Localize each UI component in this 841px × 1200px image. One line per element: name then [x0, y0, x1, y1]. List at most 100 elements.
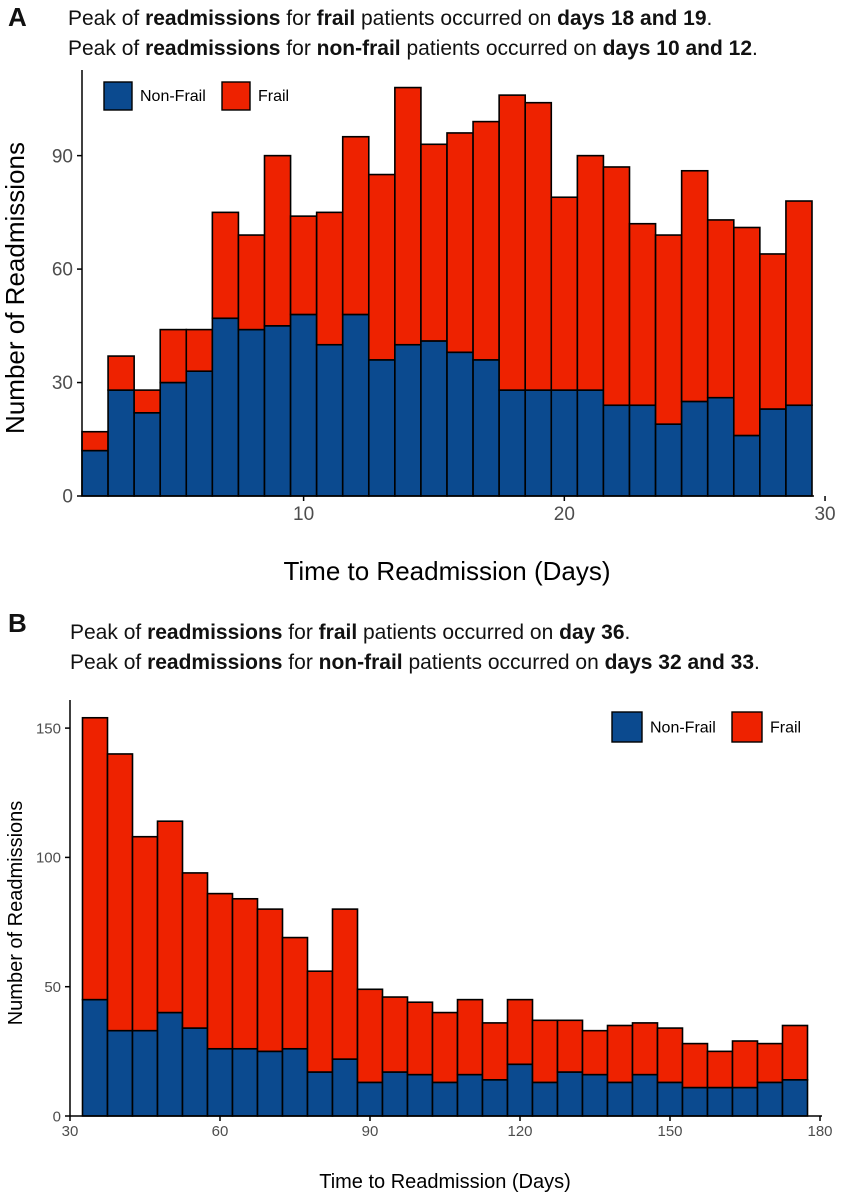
bar-non-frail-26: [706, 396, 735, 497]
y-tick-label: 90: [52, 146, 73, 167]
bar-non-frail-50: [156, 1011, 184, 1117]
bar-frail-170: [756, 1042, 784, 1084]
caption-segment: Peak of: [68, 37, 146, 60]
caption-segment: day 36: [559, 621, 625, 644]
bar-non-frail-90: [356, 1081, 384, 1117]
bar-frail-60: [206, 892, 234, 1050]
bar-frail-50: [156, 820, 184, 1014]
bar-non-frail-18: [498, 389, 527, 497]
caption-segment: readmissions: [145, 37, 281, 60]
legend: Non-Frail Frail: [611, 711, 801, 743]
panel-a-label: A: [8, 2, 27, 32]
x-tick-label: 20: [554, 504, 575, 525]
bar-frail-8: [237, 234, 266, 331]
bar-non-frail-140: [606, 1081, 634, 1117]
bar-frail-13: [367, 173, 396, 361]
bar-non-frail-2: [81, 449, 109, 497]
y-tick-label: 100: [36, 850, 61, 867]
x-tick-label: 120: [507, 1123, 532, 1140]
bar-frail-11: [315, 211, 344, 346]
bar-non-frail-130: [556, 1071, 584, 1117]
bar-frail-80: [306, 970, 334, 1073]
bar-frail-135: [581, 1029, 609, 1076]
bar-frail-95: [381, 996, 409, 1073]
legend-label-non-frail: Non-Frail: [650, 719, 716, 736]
y-tick-label: 0: [53, 1108, 61, 1125]
bar-non-frail-55: [181, 1027, 209, 1117]
caption-segment: for: [280, 37, 317, 60]
bar-frail-25: [680, 169, 709, 403]
caption-segment: days 32 and 33: [604, 651, 755, 674]
bar-frail-23: [628, 222, 657, 407]
bar-frail-155: [681, 1042, 709, 1089]
caption-segment: .: [624, 621, 631, 644]
bar-frail-28: [759, 253, 787, 410]
legend: Non-Frail Frail: [103, 81, 289, 111]
y-tick-label: 0: [62, 487, 73, 508]
bar-frail-6: [185, 328, 214, 373]
bar-non-frail-100: [406, 1073, 434, 1117]
chart-b: 30 60 90 120 150 180 0 50 100 150 Time to Readmiss…: [5, 700, 833, 1193]
bar-non-frail-29: [785, 404, 813, 497]
caption-segment: readmissions: [147, 621, 283, 644]
caption-segment: non-frail: [316, 37, 401, 60]
bar-frail-55: [181, 872, 209, 1029]
bar-frail-15: [420, 143, 448, 342]
bar-non-frail-25: [680, 400, 709, 497]
panel-b-caption-line-2: Peak of readmissions for non-frail patie…: [70, 648, 760, 678]
bar-frail-150: [656, 1027, 684, 1084]
bar-non-frail-65: [231, 1047, 259, 1117]
panel-b-caption: Peak of readmissions for frail patients …: [70, 618, 760, 678]
caption-segment: patients occurred on: [402, 651, 605, 674]
bar-frail-125: [531, 1019, 559, 1084]
bar-frail-29: [785, 200, 813, 407]
y-tick-label: 60: [52, 260, 73, 281]
caption-segment: .: [706, 7, 713, 30]
caption-segment: patients occurred on: [400, 37, 603, 60]
bar-frail-120: [506, 998, 534, 1066]
bar-non-frail-75: [281, 1047, 309, 1117]
caption-segment: .: [754, 651, 760, 674]
bar-frail-85: [331, 908, 359, 1060]
bar-non-frail-20: [550, 389, 579, 497]
bar-non-frail-16: [446, 351, 474, 497]
panel-a-caption-line-1: Peak of readmissions for frail patients …: [68, 4, 758, 34]
bar-non-frail-120: [506, 1063, 534, 1117]
caption-segment: Peak of: [70, 621, 148, 644]
bar-non-frail-70: [256, 1050, 284, 1117]
bar-frail-19: [524, 101, 553, 391]
bar-non-frail-22: [602, 404, 631, 497]
panel-a-caption: Peak of readmissions for frail patients …: [68, 4, 758, 64]
caption-segment: readmissions: [145, 7, 281, 30]
bar-frail-160: [706, 1050, 734, 1089]
x-tick-label: 30: [62, 1123, 79, 1140]
bar-non-frail-95: [381, 1071, 409, 1117]
bar-frail-140: [606, 1024, 634, 1084]
y-axis-title: Number of Readmissions: [5, 801, 27, 1026]
bar-frail-175: [781, 1024, 809, 1081]
bar-non-frail-6: [185, 370, 214, 497]
bar-frail-14: [394, 86, 422, 346]
bar-frail-9: [263, 154, 292, 327]
bar-non-frail-7: [211, 317, 240, 497]
bar-non-frail-10: [289, 313, 318, 497]
caption-segment: days 10 and 12: [602, 37, 753, 60]
bar-non-frail-19: [524, 389, 553, 497]
bar-frail-4: [133, 389, 162, 414]
x-axis-title: Time to Readmission (Days): [283, 556, 610, 586]
bar-non-frail-150: [656, 1081, 684, 1117]
legend-swatch-non-frail: [611, 711, 643, 743]
bar-non-frail-23: [628, 404, 657, 497]
legend-label-non-frail: Non-Frail: [140, 88, 206, 105]
bar-non-frail-17: [472, 359, 500, 497]
caption-segment: patients occurred on: [357, 621, 560, 644]
caption-segment: frail: [316, 7, 356, 30]
bar-non-frail-4: [133, 411, 162, 497]
bar-non-frail-45: [131, 1029, 159, 1117]
x-tick-label: 10: [293, 504, 314, 525]
bar-non-frail-60: [206, 1047, 234, 1117]
x-tick-label: 90: [362, 1123, 379, 1140]
bar-non-frail-165: [731, 1086, 759, 1117]
legend-swatch-frail: [221, 81, 251, 111]
bar-non-frail-27: [732, 434, 761, 497]
